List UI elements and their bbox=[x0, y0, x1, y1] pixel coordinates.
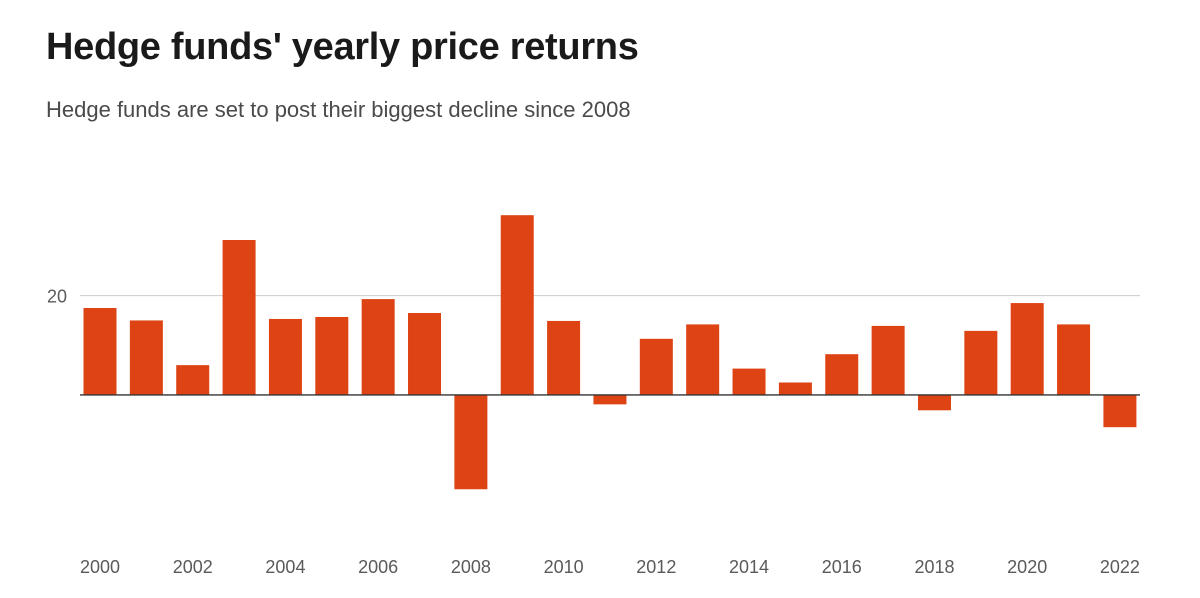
bar-2005 bbox=[315, 316, 349, 395]
y-axis-labels: 20 bbox=[47, 287, 67, 307]
x-tick-label-2010: 2010 bbox=[544, 557, 584, 577]
bar-2002 bbox=[176, 365, 210, 395]
bar-2017 bbox=[871, 325, 905, 395]
bar-2003 bbox=[222, 240, 256, 395]
bar-2015 bbox=[778, 382, 812, 395]
x-tick-label-2008: 2008 bbox=[451, 557, 491, 577]
bar-2016 bbox=[825, 354, 859, 395]
x-tick-label-2006: 2006 bbox=[358, 557, 398, 577]
bar-2018 bbox=[917, 394, 951, 411]
bar-2020 bbox=[1010, 303, 1044, 395]
bar-2009 bbox=[500, 215, 534, 395]
bar-2019 bbox=[964, 330, 998, 395]
x-tick-label-2016: 2016 bbox=[822, 557, 862, 577]
chart-subtitle: Hedge funds are set to post their bigges… bbox=[46, 97, 631, 122]
bar-2021 bbox=[1057, 324, 1091, 395]
bar-2011 bbox=[593, 394, 627, 405]
bar-2014 bbox=[732, 368, 766, 395]
bar-2000 bbox=[83, 308, 117, 395]
bar-2004 bbox=[268, 318, 302, 395]
bar-2006 bbox=[361, 299, 395, 395]
bars bbox=[83, 215, 1137, 490]
x-tick-label-2012: 2012 bbox=[636, 557, 676, 577]
bar-2012 bbox=[639, 338, 673, 395]
y-tick-label: 20 bbox=[47, 287, 67, 307]
bar-2001 bbox=[129, 320, 163, 395]
x-tick-label-2000: 2000 bbox=[80, 557, 120, 577]
x-tick-label-2014: 2014 bbox=[729, 557, 769, 577]
bar-2007 bbox=[408, 312, 442, 395]
bar-2013 bbox=[686, 324, 720, 395]
bar-2010 bbox=[547, 320, 581, 395]
x-tick-label-2002: 2002 bbox=[173, 557, 213, 577]
x-tick-label-2018: 2018 bbox=[914, 557, 954, 577]
chart-title: Hedge funds' yearly price returns bbox=[46, 26, 639, 68]
bar-2022 bbox=[1103, 394, 1137, 428]
x-tick-label-2004: 2004 bbox=[265, 557, 305, 577]
x-axis-labels: 2000 2002 2004 2006 2008 2010 2012 2014 2016 2018… bbox=[80, 557, 1140, 577]
bar-2008 bbox=[454, 394, 488, 490]
x-tick-label-2022: 2022 bbox=[1100, 557, 1140, 577]
x-tick-label-2020: 2020 bbox=[1007, 557, 1047, 577]
